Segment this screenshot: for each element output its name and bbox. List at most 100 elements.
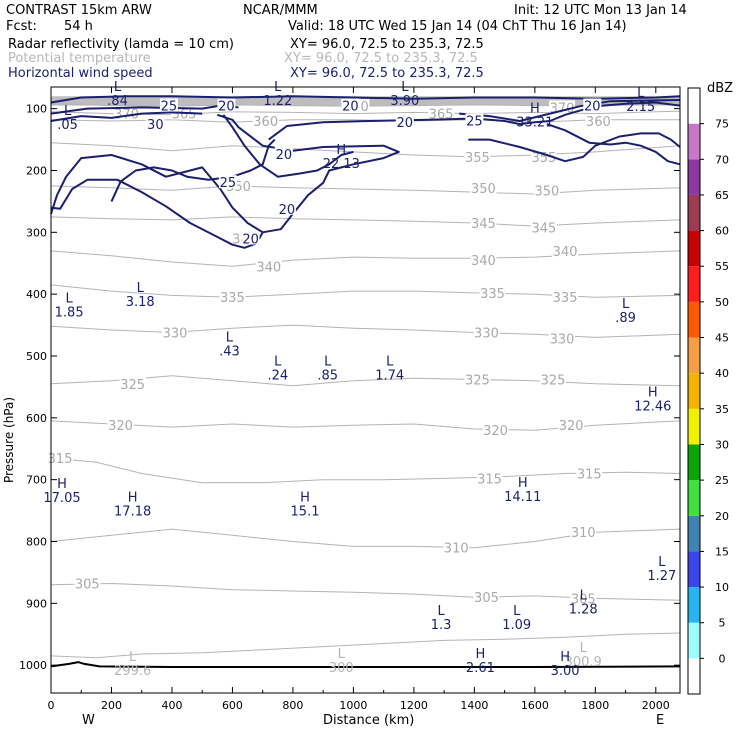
extremum-low-marker: L xyxy=(580,641,588,656)
y-tick-label: 100 xyxy=(26,103,47,116)
extremum-high-marker: H xyxy=(560,650,570,665)
colorbar-swatch xyxy=(688,88,700,124)
wind-contour-30 xyxy=(50,111,203,122)
y-tick-label: 200 xyxy=(26,164,47,177)
x-tick-label: 2000 xyxy=(642,699,670,712)
extremum-high-marker: H xyxy=(648,386,658,401)
theta-label-bg xyxy=(479,285,506,299)
wind-label: 20 xyxy=(218,100,235,115)
theta-label-bg xyxy=(255,259,282,273)
theta-label: 315 xyxy=(477,472,502,487)
wind-label-bg xyxy=(146,117,165,131)
extremum-low-marker: L xyxy=(274,355,282,370)
extremum-low-marker: L xyxy=(129,650,137,665)
theta-label: 305 xyxy=(571,592,596,607)
theta-contour-305 xyxy=(50,582,681,601)
wind-label-bg xyxy=(277,201,296,215)
colorbar-tick-label: 30 xyxy=(715,438,729,451)
forecast-hour: 54 h xyxy=(64,19,93,34)
colorbar-tick-label: 25 xyxy=(715,474,729,487)
theta-label: 330 xyxy=(550,333,575,348)
wind-label: 20 xyxy=(342,100,359,115)
valid-time: Valid: 18 UTC Wed 15 Jan 14 (04 ChT Thu … xyxy=(288,19,627,34)
theta-label: 350 xyxy=(471,182,496,197)
extremum-high-marker: H xyxy=(128,491,138,506)
x-tick-label: 1800 xyxy=(581,699,609,712)
extremum-value: 3.90 xyxy=(390,94,419,109)
terrain-surface xyxy=(50,661,681,668)
theta-label-bg xyxy=(252,114,279,128)
theta-label-bg xyxy=(576,466,603,480)
colorbar-tick-label: 50 xyxy=(715,296,729,309)
theta-label: 315 xyxy=(48,452,73,467)
wind-label: 20 xyxy=(584,100,601,115)
x-tick-label: 1200 xyxy=(400,699,428,712)
x-tick-label: 400 xyxy=(161,699,182,712)
theta-label: 360 xyxy=(586,115,611,130)
wind-contour-25 xyxy=(110,138,276,202)
theta-label-bg xyxy=(107,418,134,432)
theta-label: 320 xyxy=(108,419,133,434)
wind-label: 20 xyxy=(397,116,414,131)
extremum-value: 1.27 xyxy=(647,569,676,584)
colorbar-tick-label: 40 xyxy=(715,367,729,380)
theta-label-bg xyxy=(570,525,597,539)
extremum-value: 17.18 xyxy=(114,505,151,520)
colorbar-swatch xyxy=(688,301,700,338)
colorbar-tick-label: 75 xyxy=(715,118,729,131)
y-tick-label: 700 xyxy=(26,474,47,487)
theta-label-bg xyxy=(549,100,576,114)
theta-label-bg xyxy=(47,451,74,465)
theta-label: 325 xyxy=(465,373,490,388)
x-axis-title: Distance (km) xyxy=(323,713,414,728)
extremum-value: .85 xyxy=(317,369,338,384)
wind-label-bg xyxy=(274,146,293,160)
wind-contours: 25 20 30 20 20 25 20 20 25 20 20 xyxy=(50,95,681,249)
extremum-value: 15.1 xyxy=(291,505,320,520)
extremum-low-marker: L xyxy=(324,355,332,370)
plot-frame xyxy=(50,86,681,694)
extremum-low-marker: L xyxy=(114,80,122,95)
colorbar-swatch xyxy=(688,444,700,481)
extremum-low-marker: L xyxy=(274,80,282,95)
colorbar-frame xyxy=(687,87,701,695)
theta-label: 360 xyxy=(253,115,278,130)
theta-label-bg xyxy=(443,540,470,554)
wind-contour-20 xyxy=(549,101,681,122)
theta-label-bg xyxy=(119,376,146,390)
colorbar-tick-label: 60 xyxy=(715,225,729,238)
extremum-value: .84 xyxy=(107,94,128,109)
extremum-value: 3.18 xyxy=(126,295,155,310)
theta-label-bg xyxy=(464,149,491,163)
wind-label: 20 xyxy=(276,148,293,163)
extremum-value: 12.46 xyxy=(634,400,671,415)
extremum-value: 300.9 xyxy=(565,655,602,670)
model-title: CONTRAST 15km ARW xyxy=(6,3,152,18)
extremum-value: 1.85 xyxy=(55,306,84,321)
theta-label: 335 xyxy=(553,291,578,306)
init-time: Init: 12 UTC Mon 13 Jan 14 xyxy=(514,3,687,18)
extremum-high-marker: H xyxy=(57,477,67,492)
y-axis-title: Pressure (hPa) xyxy=(2,397,16,483)
org-label: NCAR/MMM xyxy=(243,3,318,18)
colorbar: 0 5 10 15 20 25 30 35 40 45 50 55 60 65 70 75 xyxy=(687,87,729,695)
theta-label: 340 xyxy=(256,260,281,275)
colorbar-swatch xyxy=(688,159,700,195)
wind-label: 25 xyxy=(161,100,178,115)
field-theta-name: Potential temperature xyxy=(8,51,151,66)
theta-label-bg xyxy=(533,183,560,197)
x-tick-label: 800 xyxy=(282,699,303,712)
west-label: W xyxy=(82,713,95,728)
theta-label-bg xyxy=(549,331,576,345)
theta-label: 330 xyxy=(163,326,188,341)
theta-label-bg xyxy=(161,325,188,339)
colorbar-unit: dBZ xyxy=(707,81,733,96)
wind-label: 25 xyxy=(466,114,483,129)
wind-label: 20 xyxy=(242,233,259,248)
field-radar-name: Radar reflectivity (lamda = 10 cm) xyxy=(8,37,234,52)
theta-label-bg xyxy=(552,290,579,304)
extremum-low-marker: L xyxy=(622,297,630,312)
theta-label: 325 xyxy=(541,373,566,388)
extremum-high-marker: H xyxy=(476,647,486,662)
